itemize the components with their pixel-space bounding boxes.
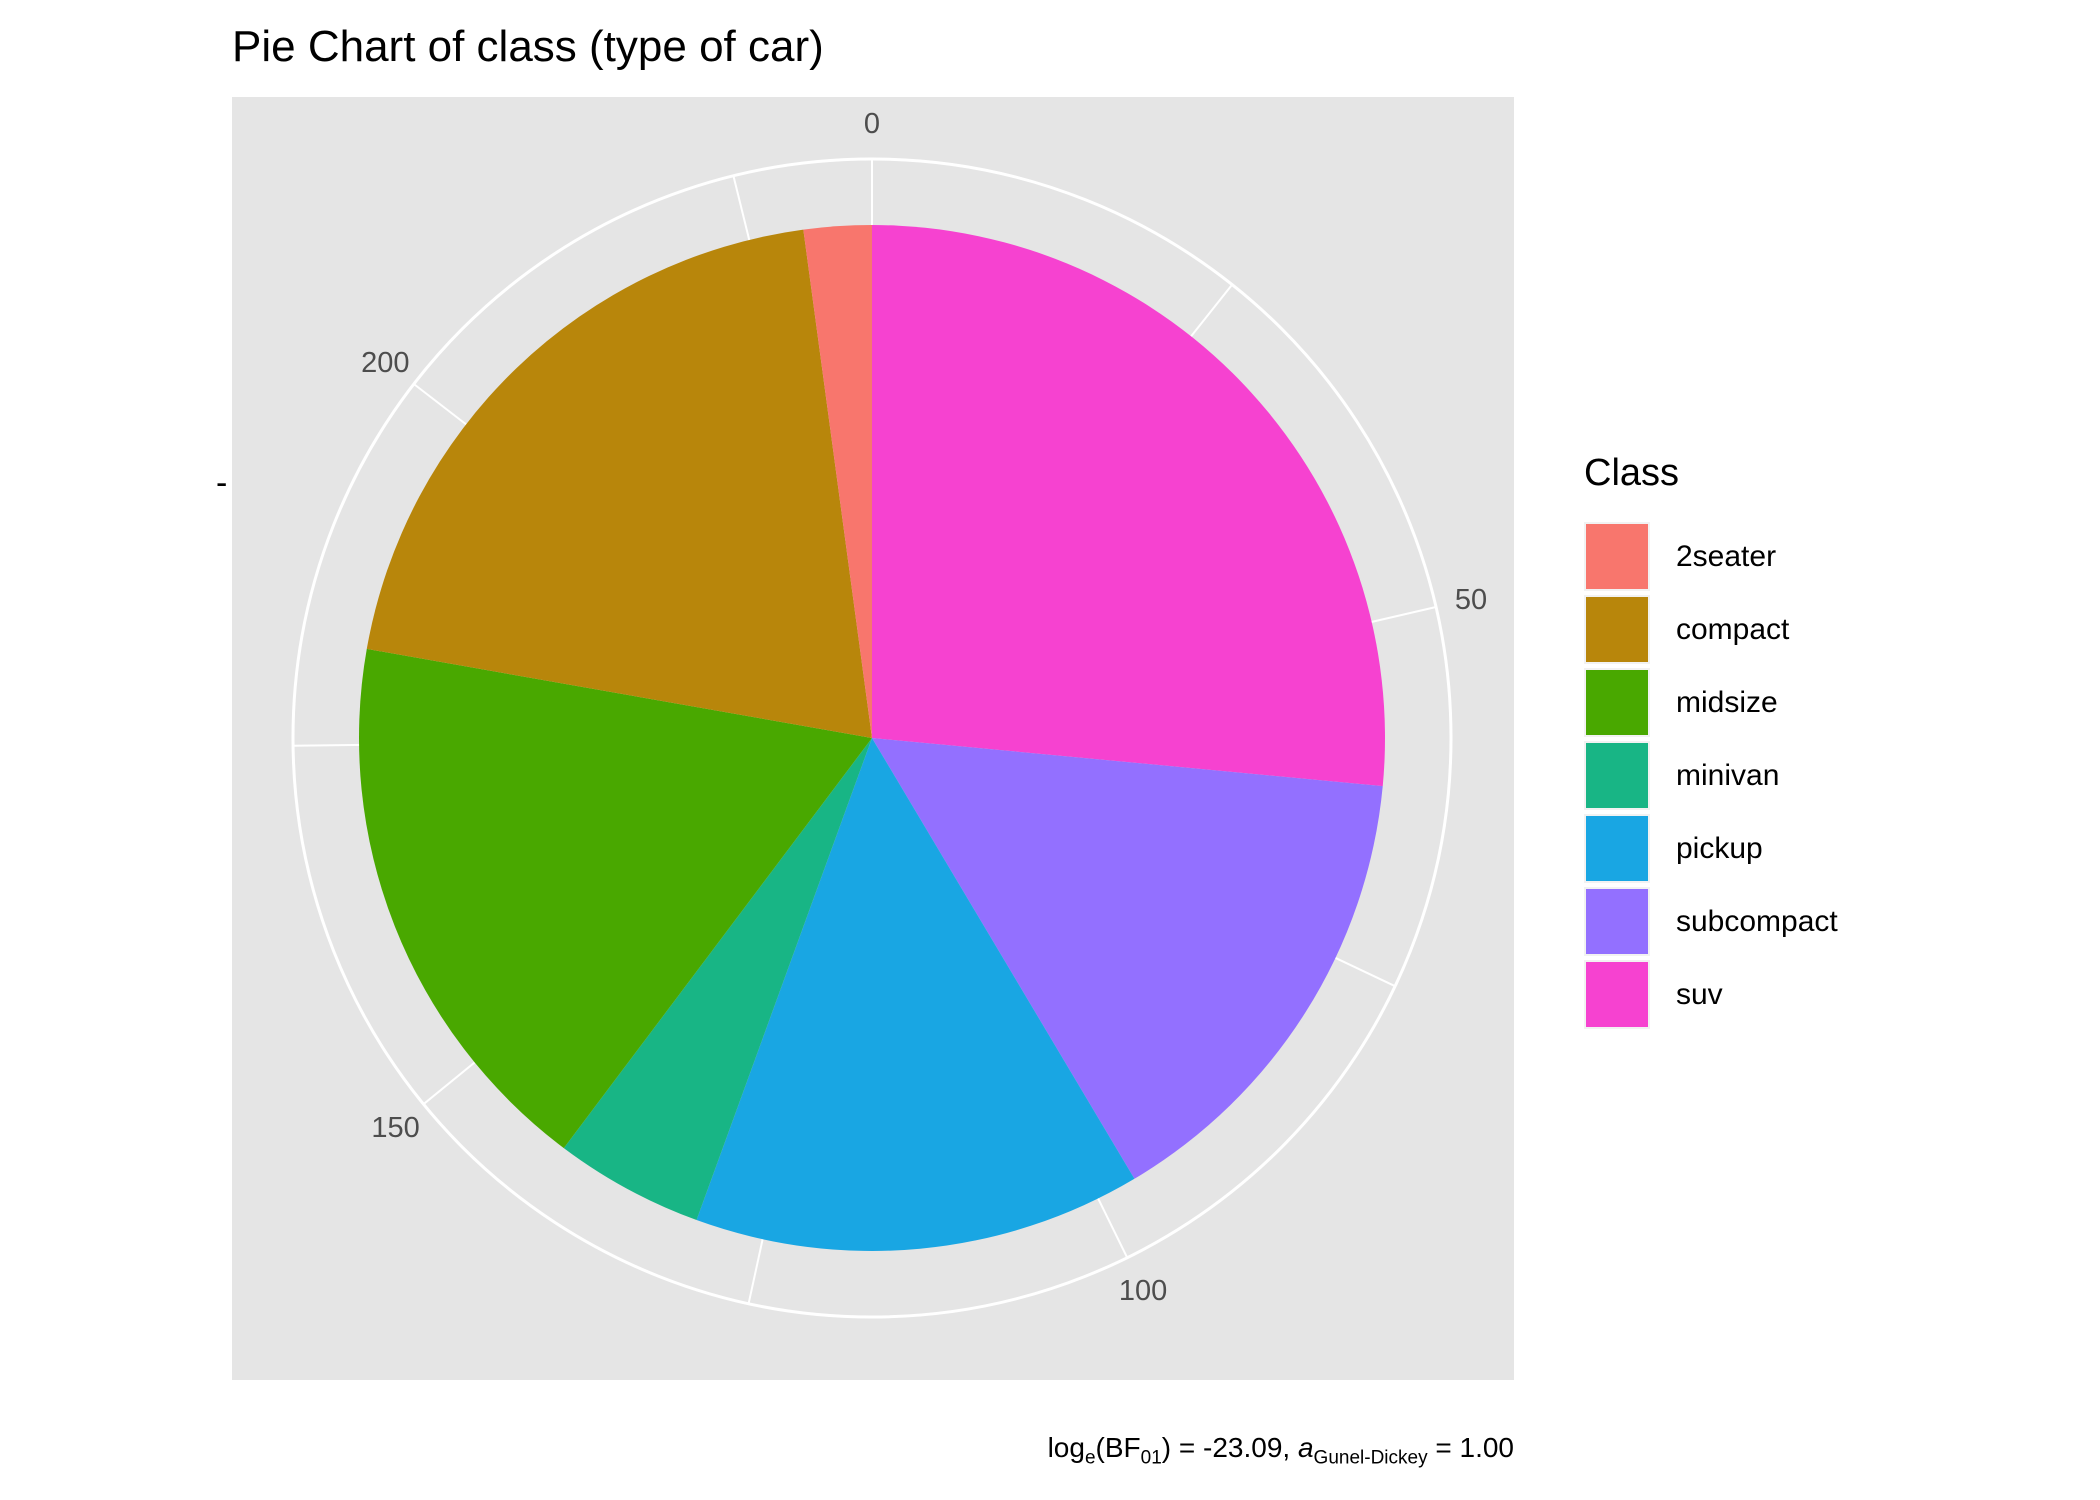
legend-title: Class xyxy=(1584,452,1680,494)
legend-item-subcompact: subcompact xyxy=(1584,885,1838,958)
slice-pickup xyxy=(696,738,1135,1251)
legend-key xyxy=(1584,595,1650,664)
slice-minivan xyxy=(563,738,872,1221)
legend-item-midsize: midsize xyxy=(1584,666,1778,739)
caption-bf: (BF xyxy=(1095,1432,1141,1463)
caption-log: log xyxy=(1047,1432,1085,1463)
legend-label: midsize xyxy=(1676,685,1778,719)
tick-label: 150 xyxy=(371,1112,419,1144)
tick-label: 0 xyxy=(864,108,880,140)
legend-label: compact xyxy=(1676,612,1790,646)
legend-key xyxy=(1584,668,1650,737)
chart-title: Pie Chart of class (type of car) xyxy=(232,22,824,71)
legend-label: subcompact xyxy=(1676,904,1838,938)
legend-label: 2seater xyxy=(1676,539,1777,573)
y-axis-tick-label: - xyxy=(216,464,227,502)
legend-label: suv xyxy=(1676,977,1723,1011)
legend-item-minivan: minivan xyxy=(1584,739,1779,812)
caption-bf-sub: 01 xyxy=(1140,1447,1162,1469)
slice-2seater xyxy=(803,225,872,738)
legend-key xyxy=(1584,887,1650,956)
legend-key xyxy=(1584,960,1650,1029)
slice-suv xyxy=(872,225,1385,787)
legend-item-pickup: pickup xyxy=(1584,812,1763,885)
slice-midsize xyxy=(359,648,872,1149)
legend-key xyxy=(1584,814,1650,883)
slice-subcompact xyxy=(872,738,1383,1179)
caption-value: ) = -23.09, xyxy=(1161,1432,1298,1463)
tick-label: 50 xyxy=(1455,584,1487,616)
legend-key xyxy=(1584,522,1650,591)
caption-a: a xyxy=(1297,1432,1314,1463)
legend-label: pickup xyxy=(1676,831,1763,865)
caption-a-sub: Gunel-Dickey xyxy=(1313,1447,1428,1469)
legend-key xyxy=(1584,741,1650,810)
legend-label: minivan xyxy=(1676,758,1780,792)
legend-item-compact: compact xyxy=(1584,593,1789,666)
tick-labels: 0 50 100 150 200 xyxy=(361,108,1487,1307)
legend-item-2seater: 2seater xyxy=(1584,520,1776,593)
tick-label: 200 xyxy=(361,347,409,379)
legend-item-suv: suv xyxy=(1584,958,1723,1031)
caption: loge(BF01) = -23.09, aGunel-Dickey = 1.0… xyxy=(1048,1432,1514,1470)
tick-label: 100 xyxy=(1119,1275,1167,1307)
caption-log-base: e xyxy=(1084,1447,1096,1469)
caption-a-value: = 1.00 xyxy=(1427,1432,1514,1463)
slice-compact xyxy=(366,229,872,738)
slices xyxy=(359,225,1385,1251)
